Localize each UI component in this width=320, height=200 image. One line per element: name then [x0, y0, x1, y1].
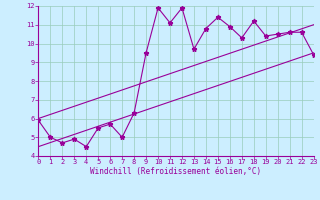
- X-axis label: Windchill (Refroidissement éolien,°C): Windchill (Refroidissement éolien,°C): [91, 167, 261, 176]
